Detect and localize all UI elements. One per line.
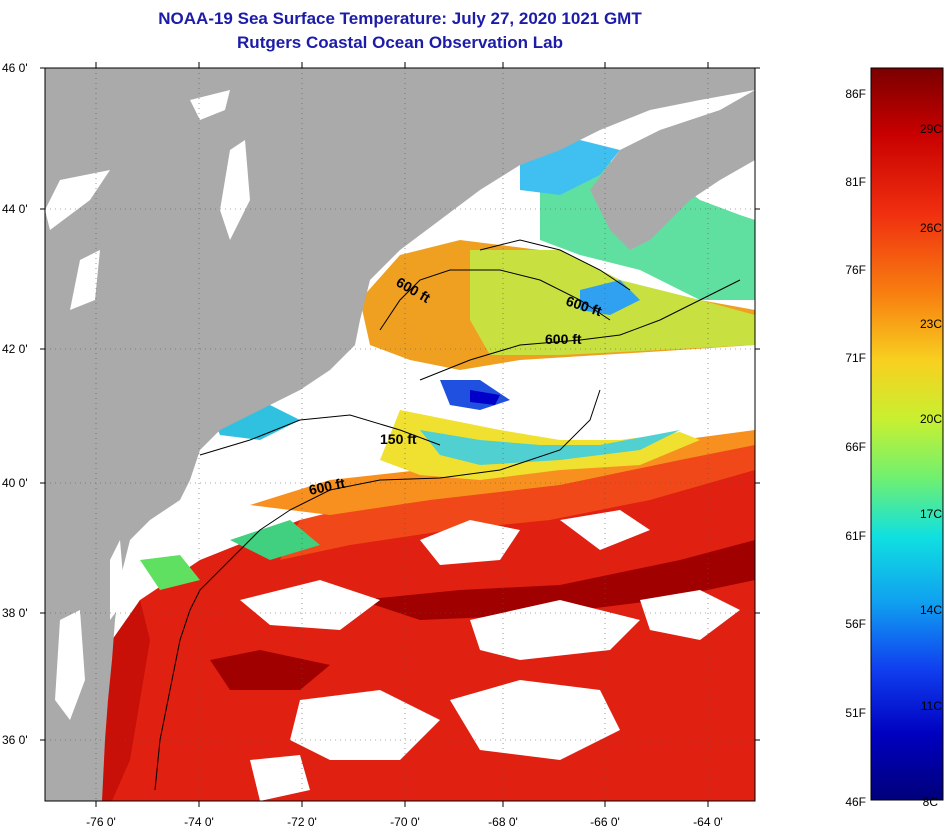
lon-label: -72 0' [287,815,317,829]
c-label: 26C [920,221,942,235]
f-label: 86F [845,87,866,101]
latitude-labels: 46 0' 44 0' 42 0' 40 0' 38 0' 36 0' [2,61,28,747]
contour-label: 600 ft [545,331,582,347]
lat-label: 46 0' [2,61,28,75]
contour-label: 150 ft [380,431,417,447]
colorbar-gradient [871,68,943,800]
f-label: 51F [845,706,866,720]
longitude-labels: -76 0' -74 0' -72 0' -70 0' -68 0' -66 0… [86,815,723,829]
f-label: 66F [845,440,866,454]
f-label: 71F [845,351,866,365]
lon-label: -76 0' [86,815,116,829]
f-label: 61F [845,529,866,543]
c-label: 17C [920,507,942,521]
c-label: 20C [920,412,942,426]
lat-label: 44 0' [2,202,28,216]
lat-label: 42 0' [2,342,28,356]
colorbar-f-labels: 86F 81F 76F 71F 66F 61F 56F 51F 46F [845,87,866,809]
f-label: 76F [845,263,866,277]
f-label: 81F [845,175,866,189]
c-label: 11C [921,699,942,713]
lat-label: 38 0' [2,606,28,620]
c-label: 23C [920,317,942,331]
lon-label: -74 0' [184,815,214,829]
c-label: 29C [920,122,942,136]
lat-label: 40 0' [2,476,28,490]
sst-map: 600 ft 600 ft 600 ft 150 ft 600 ft 46 0'… [0,0,944,832]
c-label: 14C [920,603,942,617]
c-label: 8C [923,795,939,809]
lon-label: -66 0' [590,815,620,829]
lon-label: -68 0' [488,815,518,829]
colorbar: 86F 81F 76F 71F 66F 61F 56F 51F 46F 29C … [845,68,943,809]
lon-label: -64 0' [693,815,723,829]
f-label: 46F [845,795,866,809]
lat-label: 36 0' [2,733,28,747]
f-label: 56F [845,617,866,631]
lon-label: -70 0' [390,815,420,829]
